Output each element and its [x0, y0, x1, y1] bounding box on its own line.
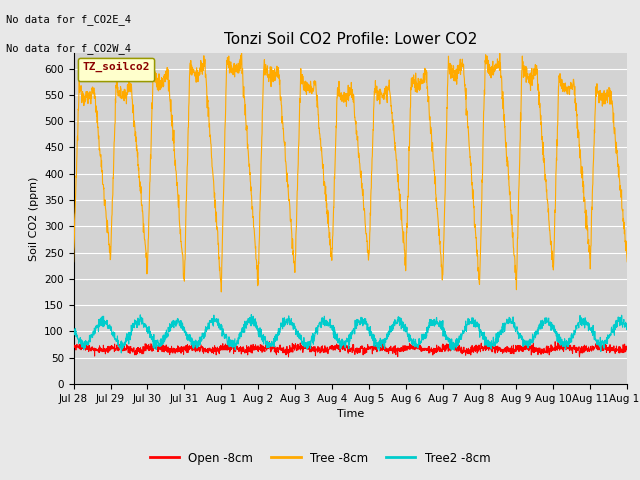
Open -8cm — [623, 347, 631, 352]
Tree2 -8cm — [623, 321, 631, 326]
Open -8cm — [551, 339, 559, 345]
Text: No data for f_CO2E_4: No data for f_CO2E_4 — [6, 14, 131, 25]
Line: Tree2 -8cm: Tree2 -8cm — [74, 314, 627, 353]
Open -8cm — [224, 343, 232, 349]
Open -8cm — [511, 346, 519, 352]
Tree2 -8cm — [367, 331, 374, 337]
Tree -8cm — [512, 271, 520, 277]
Tree2 -8cm — [225, 342, 232, 348]
Tree -8cm — [575, 129, 582, 135]
Legend: Open -8cm, Tree -8cm, Tree2 -8cm: Open -8cm, Tree -8cm, Tree2 -8cm — [145, 447, 495, 469]
Open -8cm — [575, 347, 582, 353]
Line: Tree -8cm: Tree -8cm — [74, 53, 627, 292]
Tree2 -8cm — [248, 312, 255, 317]
X-axis label: Time: Time — [337, 409, 364, 419]
Open -8cm — [575, 354, 583, 360]
Tree -8cm — [379, 94, 387, 99]
Open -8cm — [590, 346, 598, 351]
Tree -8cm — [367, 193, 374, 199]
Legend:  — [79, 58, 154, 81]
Tree -8cm — [70, 259, 77, 265]
Tree -8cm — [590, 141, 598, 147]
Line: Open -8cm: Open -8cm — [74, 342, 627, 357]
Title: Tonzi Soil CO2 Profile: Lower CO2: Tonzi Soil CO2 Profile: Lower CO2 — [224, 33, 477, 48]
Open -8cm — [378, 348, 386, 353]
Tree -8cm — [218, 289, 225, 295]
Tree -8cm — [623, 259, 631, 264]
Tree2 -8cm — [512, 329, 520, 335]
Tree2 -8cm — [379, 337, 387, 343]
Tree2 -8cm — [70, 325, 77, 331]
Tree2 -8cm — [118, 350, 125, 356]
Open -8cm — [70, 343, 77, 348]
Tree -8cm — [237, 50, 245, 56]
Text: No data for f_CO2W_4: No data for f_CO2W_4 — [6, 43, 131, 54]
Tree2 -8cm — [590, 335, 598, 341]
Y-axis label: Soil CO2 (ppm): Soil CO2 (ppm) — [29, 176, 38, 261]
Tree2 -8cm — [575, 325, 582, 331]
Open -8cm — [367, 346, 374, 351]
Tree -8cm — [225, 56, 232, 61]
